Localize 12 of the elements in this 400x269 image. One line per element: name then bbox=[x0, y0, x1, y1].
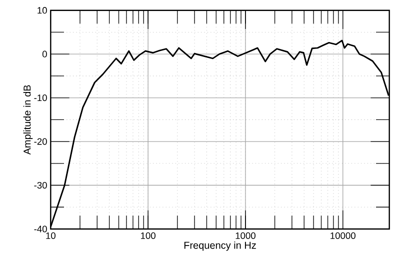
y-tick-label: 10 bbox=[38, 7, 47, 14]
y-axis-title: Amplitude in dB bbox=[23, 85, 33, 155]
x-axis-title: Frequency in Hz bbox=[184, 241, 256, 251]
x-tick-label: 10000 bbox=[330, 232, 356, 239]
y-tick-label: 0 bbox=[42, 50, 47, 58]
y-tick-label: -20 bbox=[34, 138, 47, 145]
x-tick-label: 10 bbox=[46, 232, 56, 239]
x-tick-label: 1000 bbox=[236, 232, 256, 239]
y-tick-label: -40 bbox=[34, 226, 47, 232]
y-tick-label: -10 bbox=[34, 94, 47, 102]
y-tick-label: -30 bbox=[34, 182, 47, 189]
x-tick-label: 100 bbox=[140, 232, 156, 239]
